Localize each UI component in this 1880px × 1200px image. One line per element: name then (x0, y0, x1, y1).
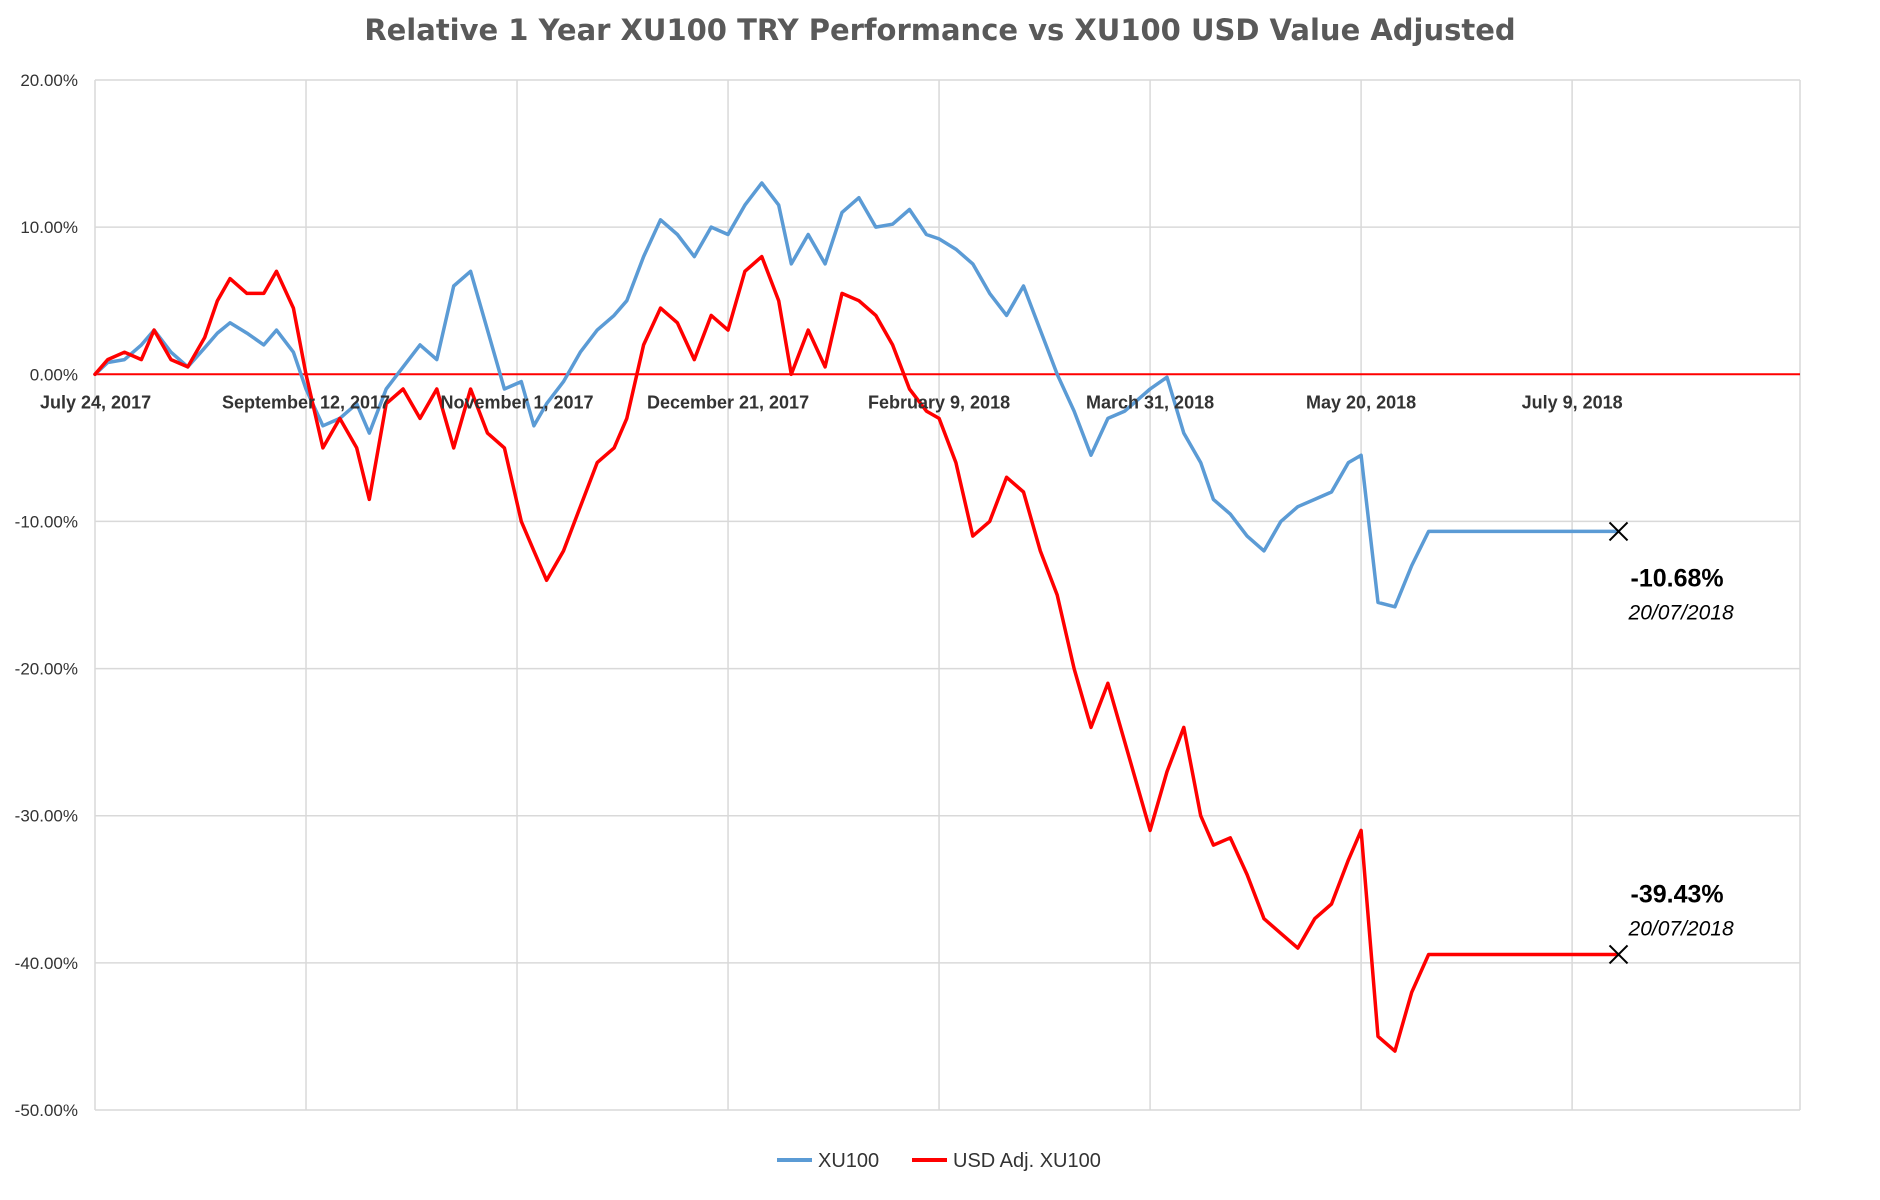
y-tick-label: 20.00% (20, 71, 78, 90)
y-tick-label: -50.00% (15, 1101, 78, 1120)
series-lines (93, 181, 1621, 1053)
x-tick-label: September 12, 2017 (222, 392, 390, 412)
x-tick-label: July 24, 2017 (40, 392, 151, 412)
x-tick-label: July 9, 2018 (1522, 392, 1623, 412)
x-tick-label: May 20, 2018 (1306, 392, 1416, 412)
legend-label-usd-adj-xu100: USD Adj. XU100 (953, 1150, 1101, 1172)
x-tick-label: March 31, 2018 (1086, 392, 1214, 412)
x-tick-label: November 1, 2017 (440, 392, 593, 412)
grid (94, 79, 1801, 1111)
chart-title: Relative 1 Year XU100 TRY Performance vs… (364, 13, 1515, 47)
annotation-value: -10.68% (1631, 564, 1724, 592)
y-tick-label: 0.00% (30, 365, 78, 384)
y-tick-label: -10.00% (15, 512, 78, 531)
x-tick-label: February 9, 2018 (868, 392, 1010, 412)
annotation-date: 20/07/2018 (1628, 917, 1734, 940)
annotation-date: 20/07/2018 (1628, 601, 1734, 624)
series-line-usd-adj-xu100 (93, 254, 1621, 1053)
legend: XU100 USD Adj. XU100 (777, 1150, 1101, 1172)
annotations: -10.68% 20/07/2018 -39.43% 20/07/2018 (1608, 521, 1734, 965)
annotation-value: -39.43% (1631, 880, 1724, 908)
y-tick-label: -30.00% (15, 807, 78, 826)
annotation-x-marker (1608, 944, 1629, 965)
y-tick-label: -40.00% (15, 954, 78, 973)
annotation-x-marker (1608, 521, 1629, 542)
y-tick-label: -20.00% (15, 660, 78, 679)
x-axis-ticks: July 24, 2017 September 12, 2017 November … (40, 392, 1623, 412)
legend-label-xu100: XU100 (818, 1150, 879, 1172)
y-tick-label: 10.00% (20, 218, 78, 237)
x-tick-label: December 21, 2017 (647, 392, 809, 412)
y-axis-ticks: 20.00% 10.00% 0.00% -10.00% -20.00% -30.00% -4… (15, 71, 78, 1120)
